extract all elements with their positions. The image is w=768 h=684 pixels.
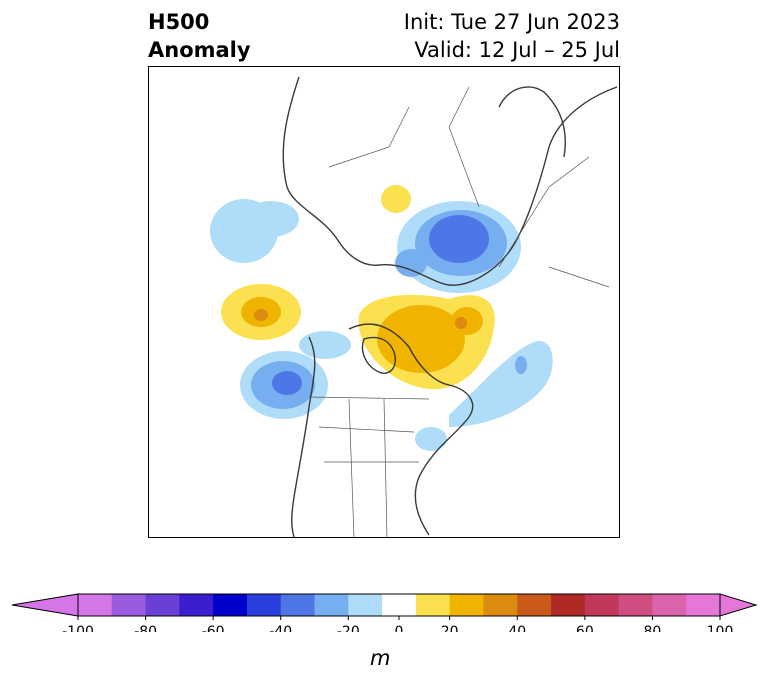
colorbar-swatch — [449, 594, 484, 616]
negative-anomaly-siberia — [395, 201, 521, 293]
colorbar-swatch — [111, 594, 147, 616]
coastlines — [282, 76, 618, 537]
colorbar-tick-label: -20 — [337, 624, 360, 632]
colorbar-swatch — [145, 594, 180, 616]
init-date: Init: Tue 27 Jun 2023 — [403, 10, 620, 34]
colorbar-extend-min — [11, 593, 79, 617]
positive-anomaly-greenland — [358, 294, 495, 390]
colorbar-tick-label: 80 — [644, 624, 662, 632]
colorbar-swatch — [517, 594, 552, 616]
colorbar: -100 -80 -60 -40 -20 0 20 40 60 80 100 — [11, 593, 758, 632]
title-field: Anomaly — [148, 38, 251, 62]
colorbar-swatch — [483, 594, 518, 616]
colorbar-tick-label: 100 — [707, 624, 734, 632]
negative-anomaly-gulf-of-alaska — [240, 331, 351, 419]
colorbar-swatch — [652, 594, 687, 616]
colorbar-swatch — [584, 594, 620, 616]
colorbar-swatch — [415, 594, 451, 616]
colorbar-swatch — [314, 594, 349, 616]
colorbar-tick-label: -100 — [62, 624, 94, 632]
colorbar-swatch — [551, 594, 586, 616]
colorbar-tick-label: -80 — [134, 624, 157, 632]
title-right: Init: Tue 27 Jun 2023 Valid: 12 Jul – 25… — [404, 8, 620, 64]
negative-anomaly-west-pacific — [210, 199, 299, 263]
negative-anomaly-north-atlantic — [415, 341, 553, 451]
colorbar-swatch — [179, 594, 214, 616]
colorbar-tick-label: -60 — [202, 624, 225, 632]
colorbar-extend-max — [719, 593, 758, 617]
colorbar-swatch — [382, 594, 417, 616]
colorbar-tick-label: 60 — [576, 624, 594, 632]
colorbar-swatch — [280, 594, 316, 616]
valid-range: Valid: 12 Jul – 25 Jul — [414, 38, 620, 62]
colorbar-swatch — [618, 594, 653, 616]
colorbar-swatch — [246, 594, 282, 616]
political-borders — [308, 86, 610, 537]
title-left: H500 Anomaly — [148, 8, 251, 64]
map-panel — [148, 66, 620, 538]
colorbar-unit-label: m — [370, 646, 391, 670]
colorbar-tick-label: -40 — [269, 624, 292, 632]
colorbar-swatch — [78, 594, 113, 616]
colorbar-tick-label: 40 — [508, 624, 526, 632]
anomaly-map — [210, 76, 618, 537]
colorbar-swatch — [348, 594, 383, 616]
title-variable: H500 — [148, 10, 210, 34]
colorbar-swatch — [686, 594, 721, 616]
positive-anomaly-scandinavia — [381, 185, 411, 213]
positive-anomaly-east-pacific — [221, 284, 301, 340]
colorbar-swatch — [213, 594, 248, 616]
colorbar-tick-label: 20 — [441, 624, 459, 632]
colorbar-tick-label: 0 — [395, 624, 404, 632]
